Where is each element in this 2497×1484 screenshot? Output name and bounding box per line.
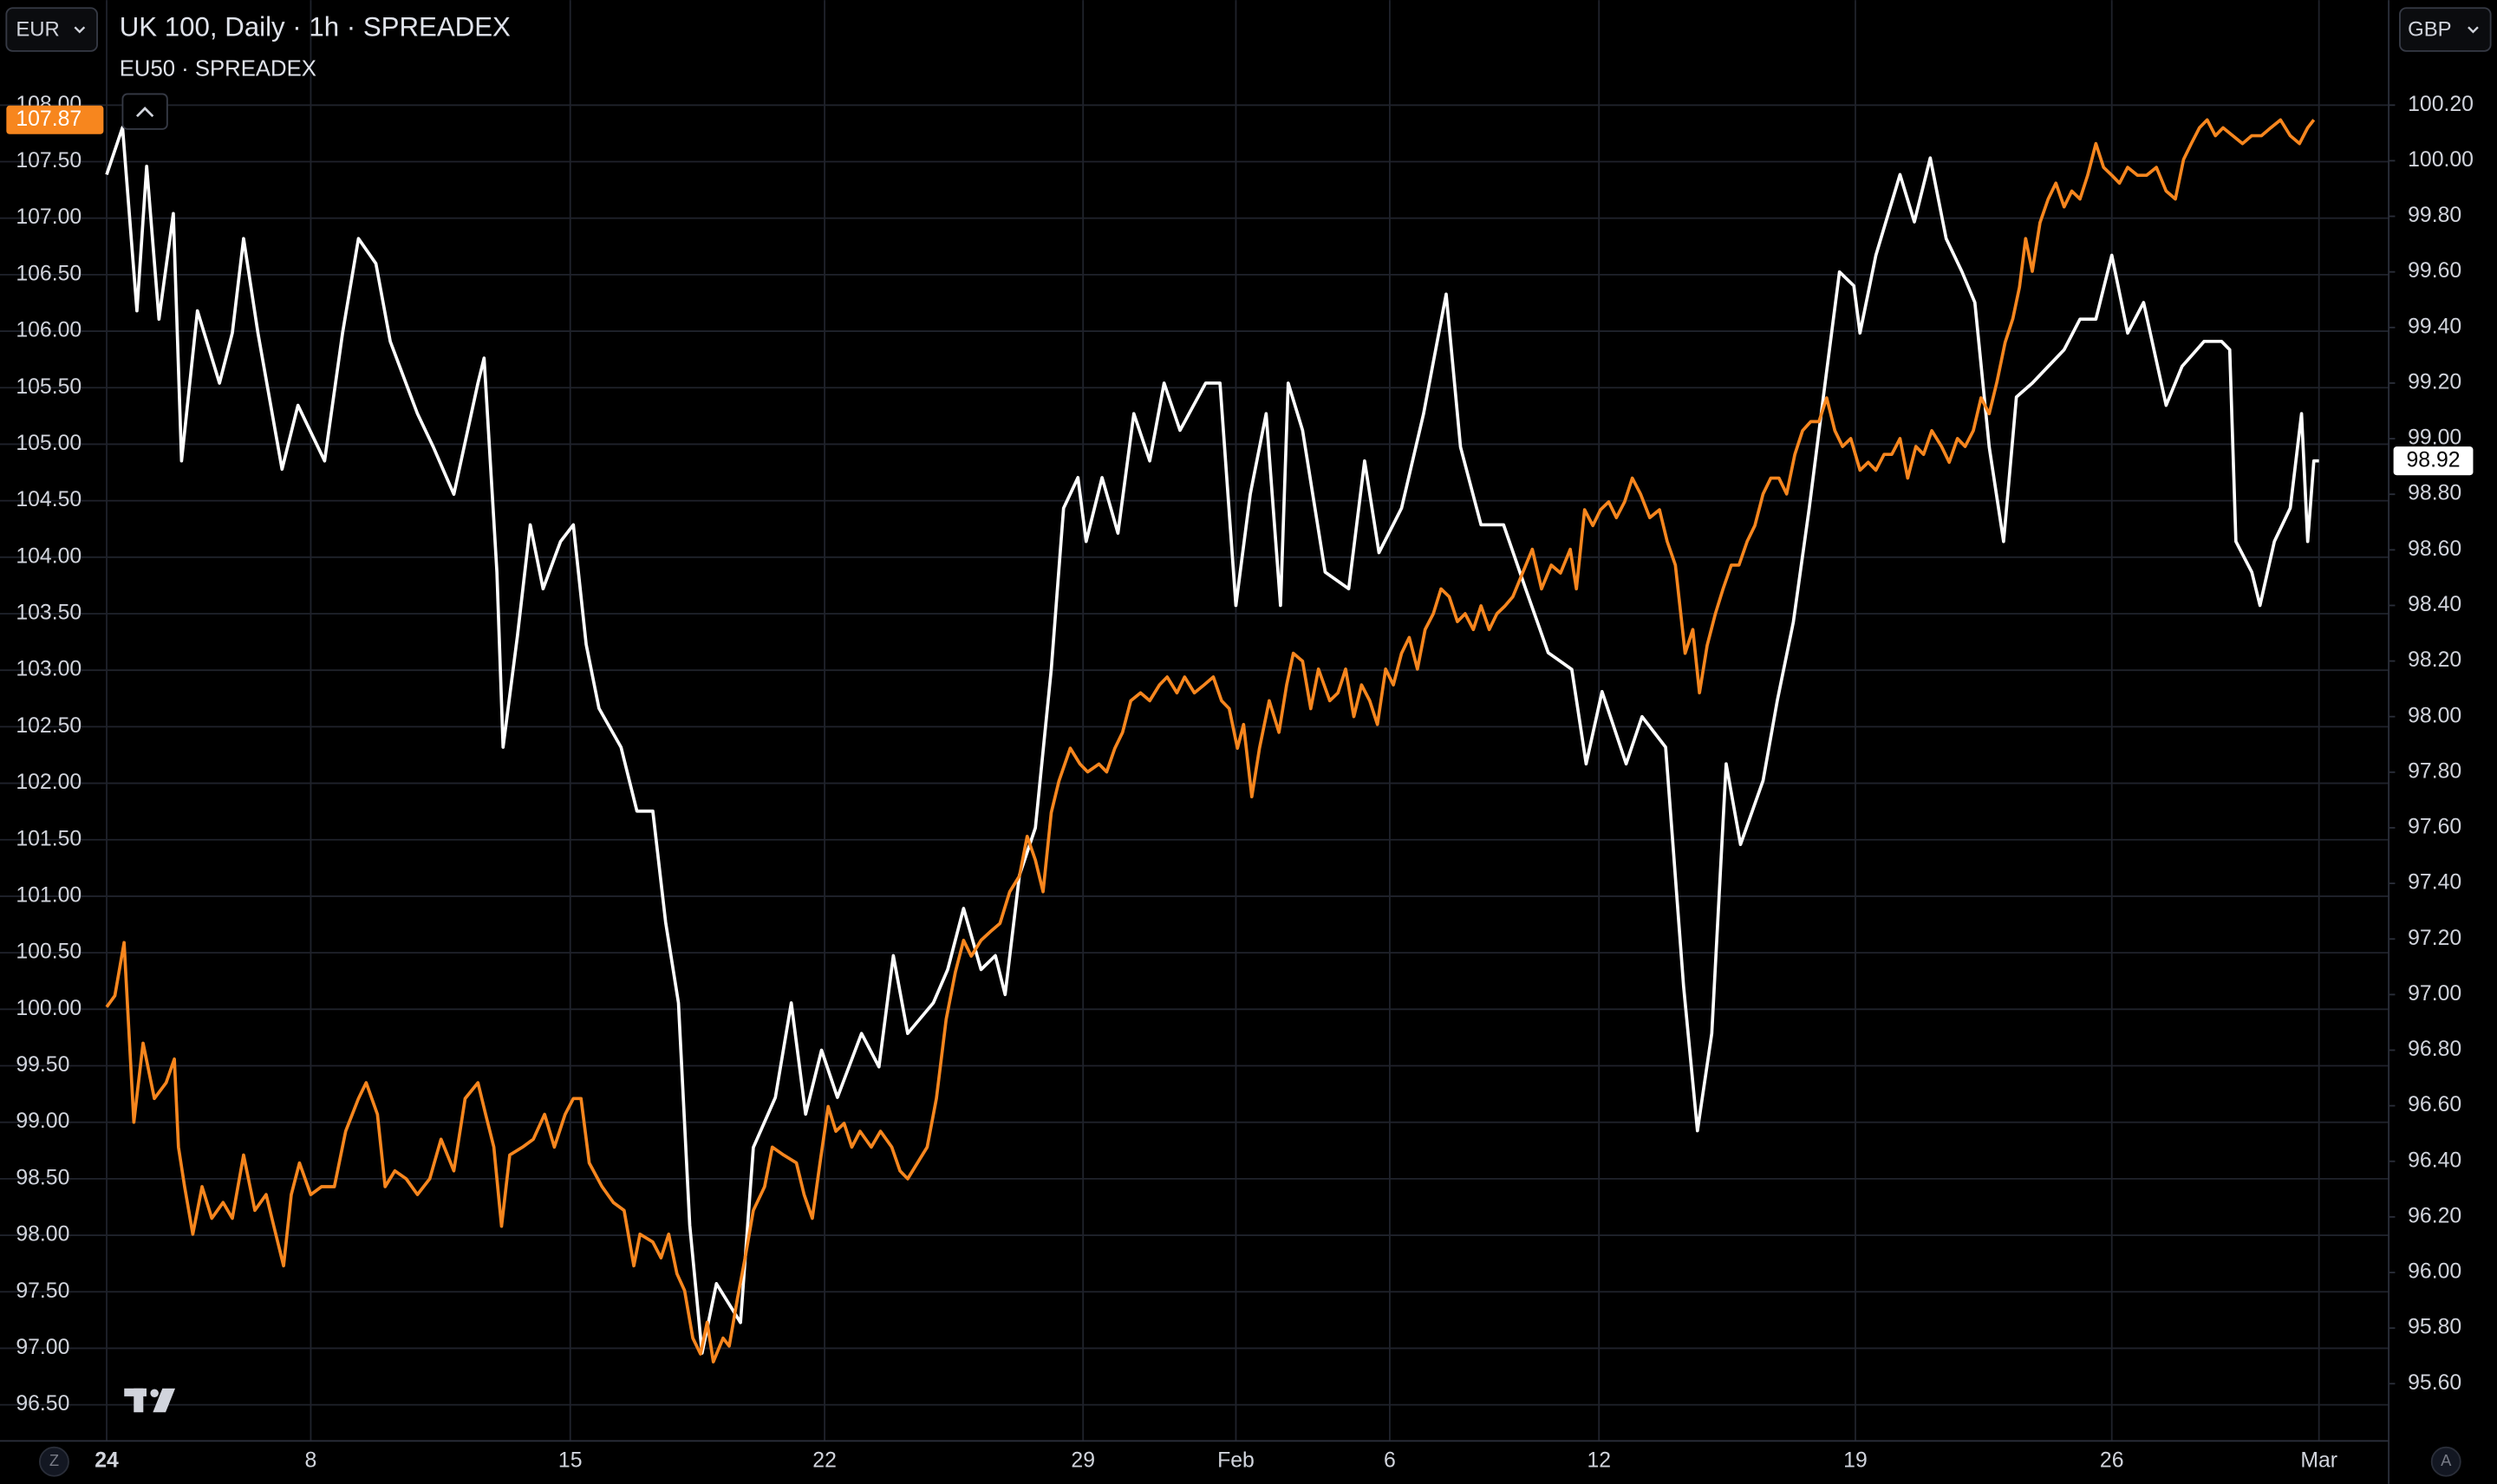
y2-tick-label: 98.20 <box>2408 648 2461 672</box>
y-tick-label: 102.50 <box>16 714 81 738</box>
plot <box>105 118 2319 1364</box>
y-tick-label: 97.00 <box>16 1336 69 1359</box>
y2-tick-label: 98.60 <box>2408 537 2461 561</box>
series-line <box>105 118 2316 1364</box>
currency-left: EUR <box>16 17 59 41</box>
y-tick-label: 98.50 <box>16 1166 69 1189</box>
y2-tick-label: 97.40 <box>2408 871 2461 895</box>
y2-tick-label: 96.00 <box>2408 1260 2461 1284</box>
y2-tick-label: 98.00 <box>2408 704 2461 727</box>
y2-tick-label: 96.40 <box>2408 1149 2461 1172</box>
collapse-button[interactable] <box>121 93 168 130</box>
y-tick-label: 104.50 <box>16 488 81 511</box>
x-tick-label: 15 <box>558 1449 583 1473</box>
y-tick-label: 100.00 <box>16 997 81 1020</box>
y2-tick-label: 99.20 <box>2408 370 2461 394</box>
y2-tick-label: 95.60 <box>2408 1371 2461 1395</box>
y2-tick-label: 95.80 <box>2408 1316 2461 1339</box>
y-tick-label: 106.00 <box>16 319 81 342</box>
grid <box>0 0 2389 1442</box>
y2-tick-label: 97.80 <box>2408 759 2461 783</box>
y-tick-label: 100.50 <box>16 941 81 964</box>
y-tick-label: 103.00 <box>16 658 81 681</box>
toolbar-right-label: A <box>2441 1451 2452 1469</box>
legend-main: UK 100, Daily · 1h · SPREADEX <box>120 11 511 42</box>
y2-tick-label: 98.80 <box>2408 482 2461 505</box>
y-tick-label: 96.50 <box>16 1392 69 1416</box>
y2-tick-label: 97.60 <box>2408 816 2461 839</box>
y-tick-label: 104.00 <box>16 544 81 568</box>
x-tick-label: Feb <box>1217 1449 1255 1473</box>
y2-tick-label: 96.20 <box>2408 1204 2461 1227</box>
y2-tick-label: 98.40 <box>2408 593 2461 616</box>
legend-compare: EU50 · SPREADEX <box>120 57 316 81</box>
toolbar-left[interactable]: Z <box>39 1446 69 1477</box>
last-value-labels: 98.92 107.87 <box>6 105 2474 476</box>
x-tick-label: 19 <box>1843 1449 1868 1473</box>
y2-tick-label: 96.80 <box>2408 1038 2461 1061</box>
y-tick-label: 107.00 <box>16 205 81 229</box>
last-value-label: 98.92 <box>2407 448 2461 472</box>
y-tick-label: 99.00 <box>16 1110 69 1133</box>
y2-tick-label: 99.80 <box>2408 204 2461 227</box>
y-tick-label: 105.50 <box>16 375 81 399</box>
logo <box>124 1388 176 1413</box>
y2-tick-label: 100.20 <box>2408 93 2474 116</box>
y2-tick-label: 97.20 <box>2408 927 2461 950</box>
y-tick-label: 97.50 <box>16 1279 69 1303</box>
x-tick-label: 6 <box>1384 1449 1396 1473</box>
x-tick-label: 8 <box>305 1449 317 1473</box>
series-line <box>105 126 2319 1355</box>
last-value-box <box>6 105 104 134</box>
y-tick-label: 105.00 <box>16 432 81 455</box>
toolbar-left-label: Z <box>49 1451 59 1469</box>
x-tick-label: 12 <box>1587 1449 1611 1473</box>
y-tick-label: 99.50 <box>16 1053 69 1077</box>
currency-right-button[interactable]: GBP <box>2399 7 2492 52</box>
last-value-box <box>2393 446 2474 476</box>
y-tick-label: 101.00 <box>16 883 81 907</box>
y-tick-label: 103.50 <box>16 602 81 625</box>
last-value-label: 107.87 <box>16 107 81 131</box>
y-tick-label: 106.50 <box>16 262 81 285</box>
x-tick-label: 26 <box>2100 1449 2124 1473</box>
x-tick-label: 29 <box>1071 1449 1095 1473</box>
y-tick-label: 107.50 <box>16 149 81 172</box>
y2-tick-label: 99.60 <box>2408 259 2461 283</box>
toolbar-right[interactable]: A <box>2430 1446 2461 1477</box>
currency-left-button[interactable]: EUR <box>5 7 98 52</box>
y2-tick-label: 100.00 <box>2408 148 2474 172</box>
x-tick-label: Mar <box>2300 1449 2337 1473</box>
y2-tick-label: 96.60 <box>2408 1093 2461 1116</box>
y2-tick-label: 99.00 <box>2408 426 2461 450</box>
x-tick-label: 22 <box>812 1449 837 1473</box>
y-tick-label: 101.50 <box>16 827 81 850</box>
currency-right: GBP <box>2408 17 2451 41</box>
x-tick-label: 24 <box>95 1449 119 1473</box>
y2-tick-label: 99.40 <box>2408 315 2461 338</box>
y2-tick-label: 97.00 <box>2408 982 2461 1006</box>
y-tick-label: 98.00 <box>16 1223 69 1246</box>
y-tick-label: 102.00 <box>16 771 81 794</box>
